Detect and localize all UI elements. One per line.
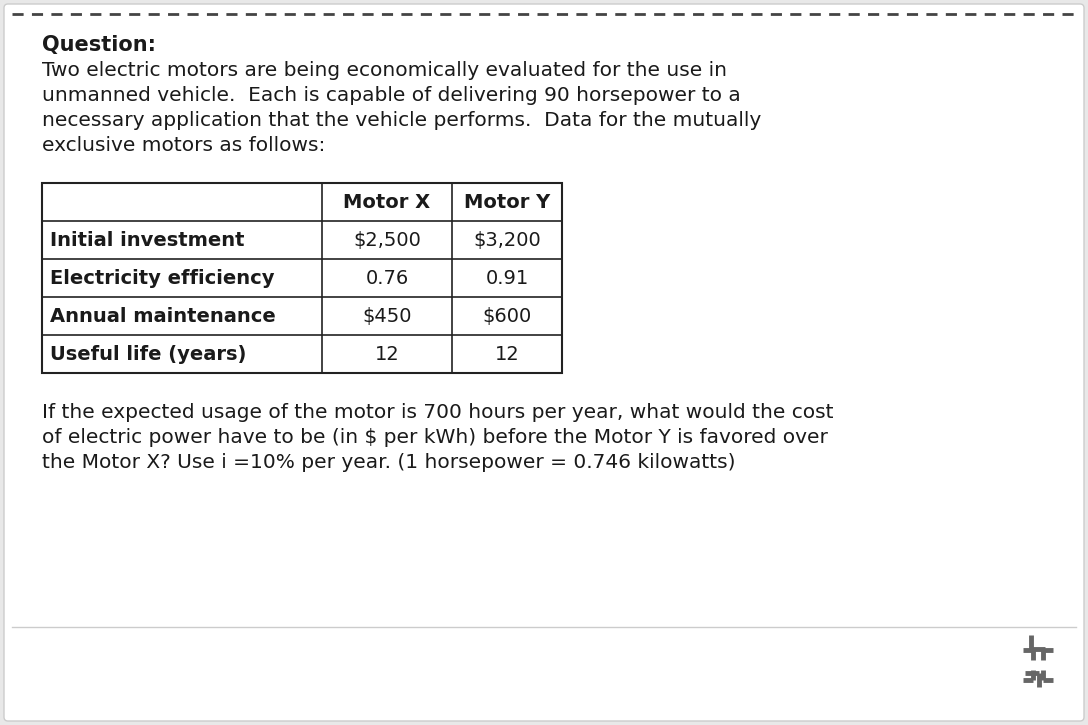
Bar bbox=[42, 183, 562, 373]
Text: Motor Y: Motor Y bbox=[463, 193, 551, 212]
Text: Electricity efficiency: Electricity efficiency bbox=[50, 268, 274, 288]
Text: 0.91: 0.91 bbox=[485, 268, 529, 288]
Text: Question:: Question: bbox=[42, 35, 156, 55]
Text: Motor X: Motor X bbox=[344, 193, 431, 212]
Text: Two electric motors are being economically evaluated for the use in: Two electric motors are being economical… bbox=[42, 61, 727, 80]
Text: $2,500: $2,500 bbox=[354, 231, 421, 249]
Text: Initial investment: Initial investment bbox=[50, 231, 245, 249]
Text: necessary application that the vehicle performs.  Data for the mutually: necessary application that the vehicle p… bbox=[42, 111, 762, 130]
Text: 12: 12 bbox=[374, 344, 399, 363]
Text: $450: $450 bbox=[362, 307, 411, 326]
Text: If the expected usage of the motor is 700 hours per year, what would the cost: If the expected usage of the motor is 70… bbox=[42, 403, 833, 422]
FancyBboxPatch shape bbox=[4, 4, 1084, 721]
Text: 0.76: 0.76 bbox=[366, 268, 409, 288]
Text: of electric power have to be (in $ per kWh) before the Motor Y is favored over: of electric power have to be (in $ per k… bbox=[42, 428, 828, 447]
Text: $600: $600 bbox=[482, 307, 532, 326]
Text: Useful life (years): Useful life (years) bbox=[50, 344, 246, 363]
Text: the Motor X? Use i =10% per year. (1 horsepower = 0.746 kilowatts): the Motor X? Use i =10% per year. (1 hor… bbox=[42, 453, 735, 472]
Text: exclusive motors as follows:: exclusive motors as follows: bbox=[42, 136, 325, 155]
Text: 12: 12 bbox=[495, 344, 519, 363]
Text: $3,200: $3,200 bbox=[473, 231, 541, 249]
Text: unmanned vehicle.  Each is capable of delivering 90 horsepower to a: unmanned vehicle. Each is capable of del… bbox=[42, 86, 741, 105]
Text: Annual maintenance: Annual maintenance bbox=[50, 307, 275, 326]
